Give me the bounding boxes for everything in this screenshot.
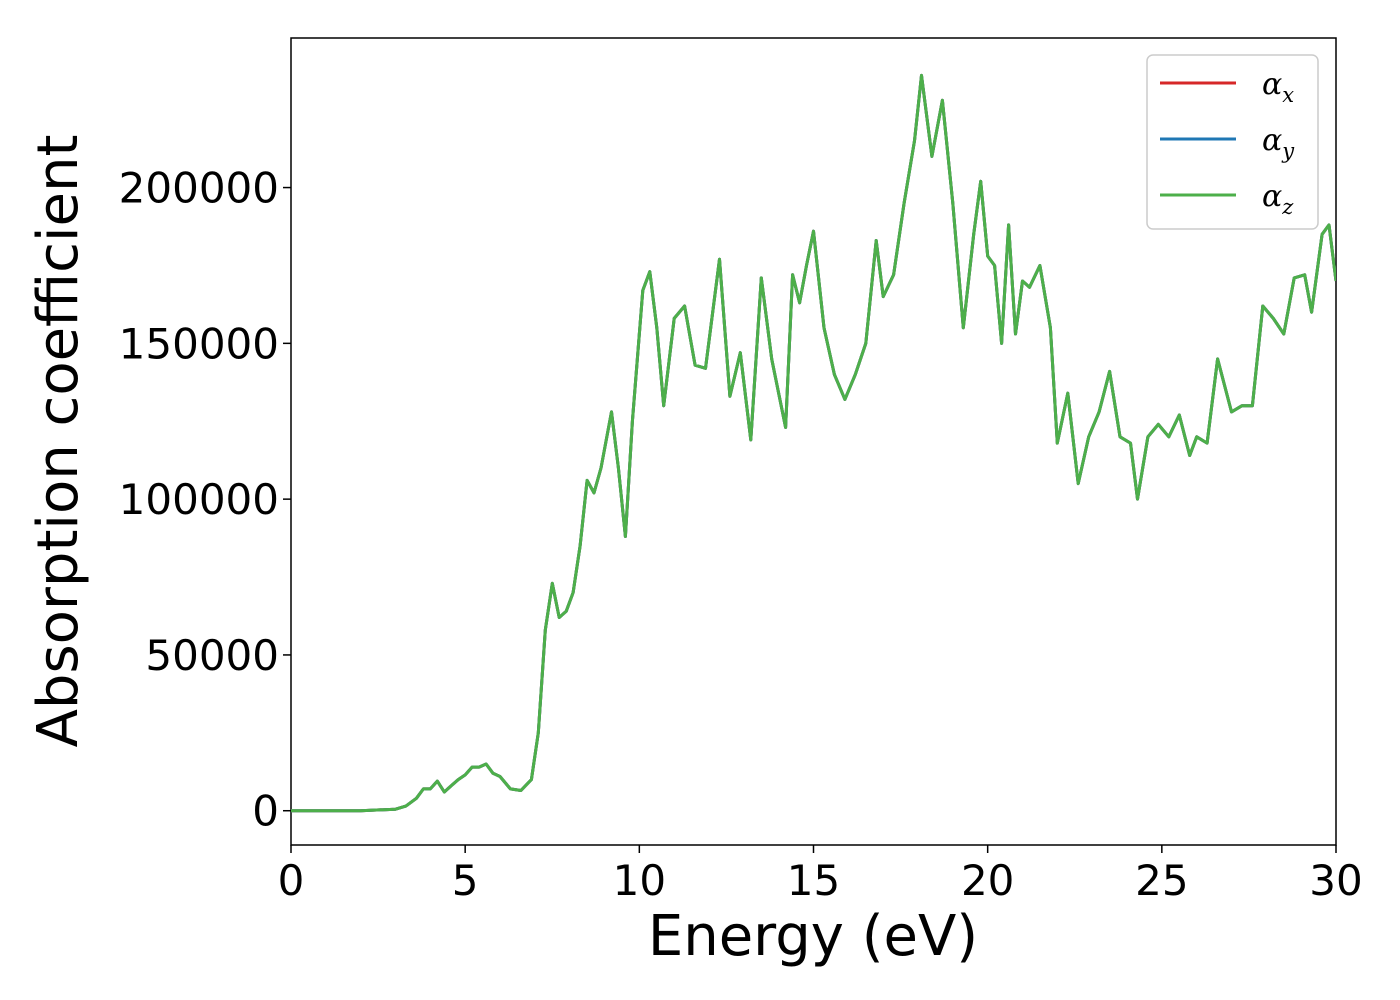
y-tick-label: 150000 — [119, 319, 279, 368]
legend-box — [1146, 54, 1319, 230]
x-tick-label: 10 — [613, 856, 666, 905]
series-line-αz — [291, 73, 1336, 813]
y-axis-ticks: 0 50000 100000 150000 200000 — [119, 164, 291, 836]
x-tick-label: 5 — [452, 856, 479, 905]
x-tick-label: 0 — [278, 856, 305, 905]
x-tick-label: 30 — [1309, 856, 1362, 905]
y-tick-label: 0 — [252, 787, 279, 836]
y-axis-label: Absorption coefficient — [26, 135, 91, 748]
y-tick-label: 50000 — [145, 631, 279, 680]
x-tick-label: 25 — [1135, 856, 1188, 905]
x-tick-label: 20 — [961, 856, 1014, 905]
legend-label: αy — [1262, 123, 1295, 163]
x-tick-label: 15 — [787, 856, 840, 905]
y-tick-label: 200000 — [119, 164, 279, 213]
legend-label: αx — [1262, 67, 1294, 107]
y-tick-label: 100000 — [119, 475, 279, 524]
x-axis-ticks: 0 5 10 15 20 25 30 — [278, 845, 1363, 905]
x-axis-label: Energy (eV) — [648, 904, 978, 969]
series-layer — [291, 73, 1336, 813]
